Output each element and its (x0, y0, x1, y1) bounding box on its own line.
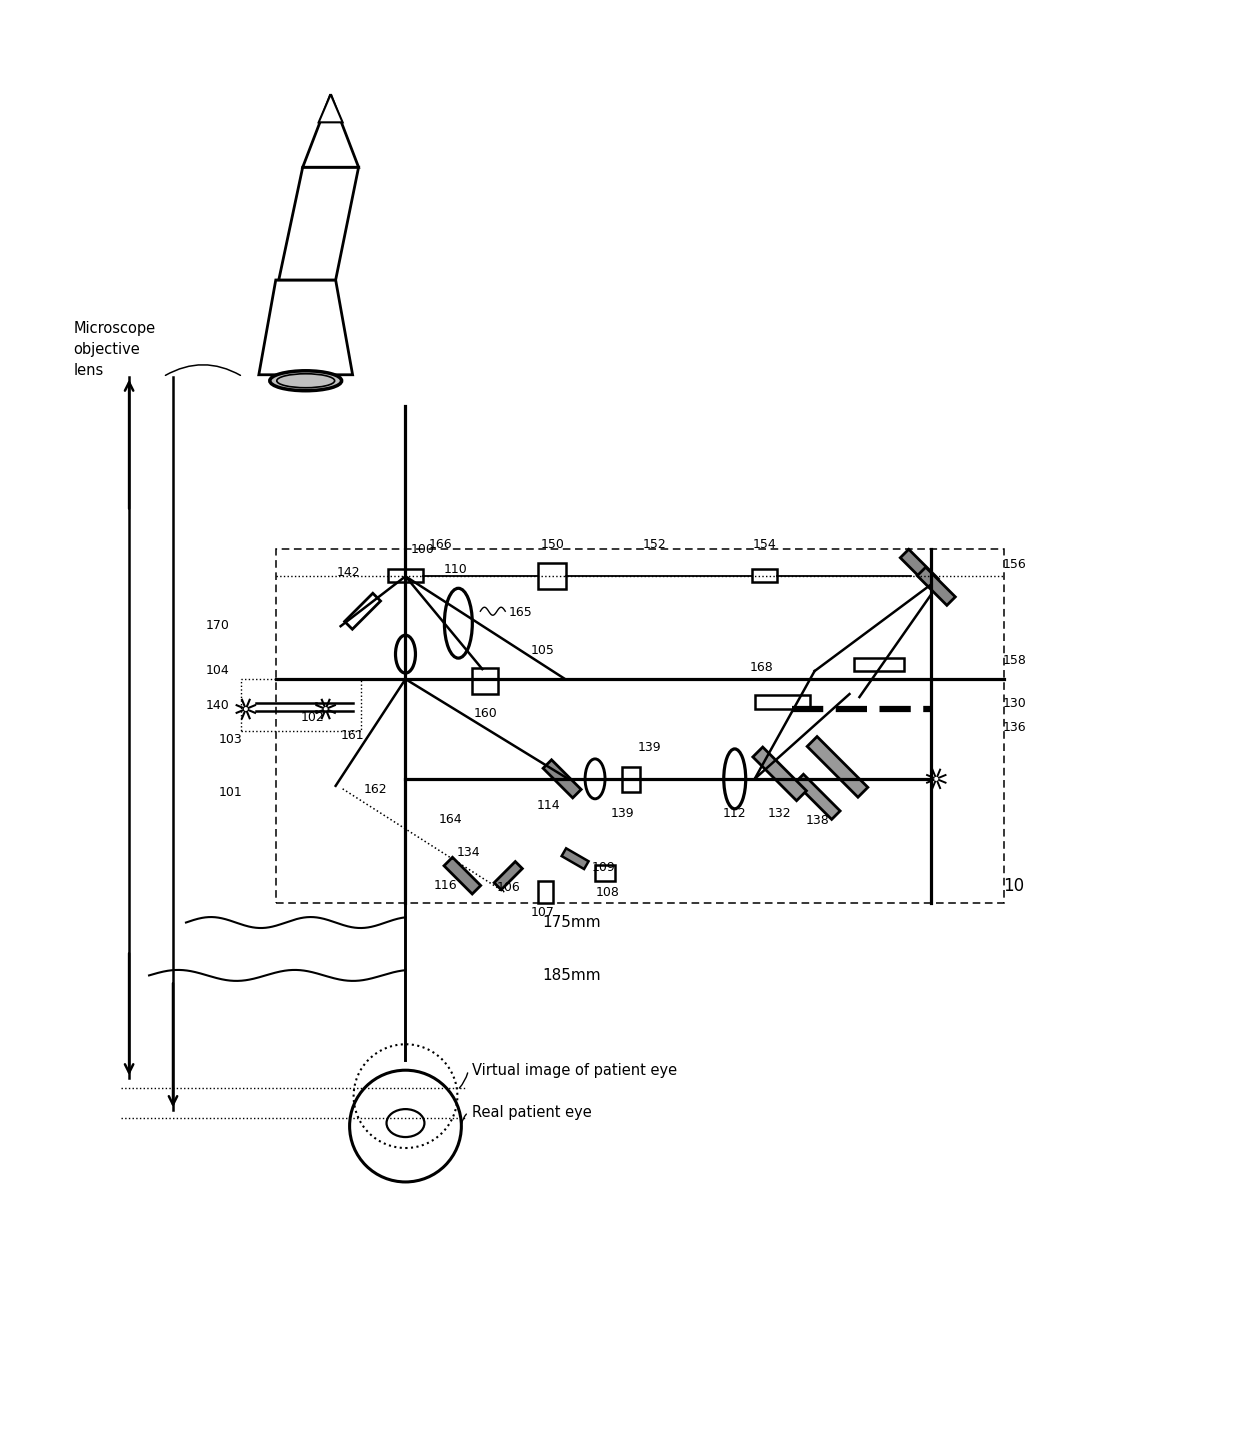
Text: 101: 101 (219, 786, 243, 798)
Text: 142: 142 (337, 567, 361, 580)
Polygon shape (279, 167, 358, 280)
Text: 175mm: 175mm (542, 914, 601, 930)
Text: 130: 130 (1003, 697, 1027, 710)
Text: 109: 109 (591, 860, 616, 874)
Polygon shape (753, 747, 806, 801)
Text: 166: 166 (429, 538, 453, 551)
Text: 165: 165 (508, 607, 532, 620)
Text: 104: 104 (206, 664, 229, 677)
Bar (854, 658, 904, 671)
Bar (472, 668, 498, 694)
Text: 154: 154 (753, 538, 776, 551)
Polygon shape (900, 550, 939, 587)
Bar (388, 570, 423, 582)
Bar (755, 695, 810, 708)
Text: 170: 170 (206, 620, 229, 633)
Polygon shape (495, 861, 522, 890)
Text: Virtual image of patient eye: Virtual image of patient eye (472, 1063, 677, 1078)
Text: 110: 110 (444, 564, 467, 577)
Polygon shape (259, 280, 352, 375)
Text: 168: 168 (750, 661, 774, 674)
Text: 132: 132 (768, 807, 791, 820)
Polygon shape (303, 94, 358, 167)
Text: 108: 108 (596, 886, 620, 899)
Text: Real patient eye: Real patient eye (472, 1105, 591, 1119)
Text: 100: 100 (410, 544, 434, 557)
Text: 105: 105 (531, 644, 554, 657)
Text: 116: 116 (434, 879, 458, 892)
Text: 103: 103 (219, 733, 243, 746)
Text: 136: 136 (1003, 721, 1027, 734)
Bar (622, 767, 640, 791)
Polygon shape (543, 760, 582, 798)
Text: 139: 139 (639, 741, 662, 754)
Text: 162: 162 (363, 783, 387, 796)
Text: 134: 134 (456, 846, 480, 859)
Text: 185mm: 185mm (542, 967, 601, 983)
Text: Microscope
objective
lens: Microscope objective lens (73, 322, 155, 378)
Bar (595, 864, 615, 880)
Bar (538, 880, 553, 903)
Polygon shape (562, 849, 589, 869)
Bar (241, 680, 361, 731)
Bar (538, 564, 567, 590)
Text: 164: 164 (439, 813, 463, 826)
Text: 139: 139 (610, 807, 634, 820)
Text: 114: 114 (537, 798, 560, 811)
Text: 156: 156 (1003, 558, 1027, 571)
Bar (275, 550, 1004, 903)
Polygon shape (795, 774, 841, 820)
Text: 138: 138 (806, 814, 830, 827)
Bar (751, 570, 776, 582)
Text: 150: 150 (541, 538, 564, 551)
Polygon shape (918, 567, 955, 605)
Polygon shape (444, 857, 481, 894)
Polygon shape (319, 94, 342, 122)
Polygon shape (807, 737, 868, 797)
Text: 106: 106 (496, 880, 520, 893)
Text: 112: 112 (723, 807, 746, 820)
Text: 140: 140 (206, 698, 229, 713)
Text: 107: 107 (531, 906, 554, 919)
Text: 102: 102 (301, 711, 325, 724)
Text: 158: 158 (1003, 654, 1027, 667)
Polygon shape (345, 594, 381, 630)
Text: 160: 160 (474, 707, 497, 720)
Text: 161: 161 (341, 728, 365, 741)
Ellipse shape (270, 371, 342, 391)
Text: 10: 10 (1003, 877, 1024, 894)
Text: 152: 152 (644, 538, 667, 551)
Text: 12: 12 (294, 322, 319, 342)
